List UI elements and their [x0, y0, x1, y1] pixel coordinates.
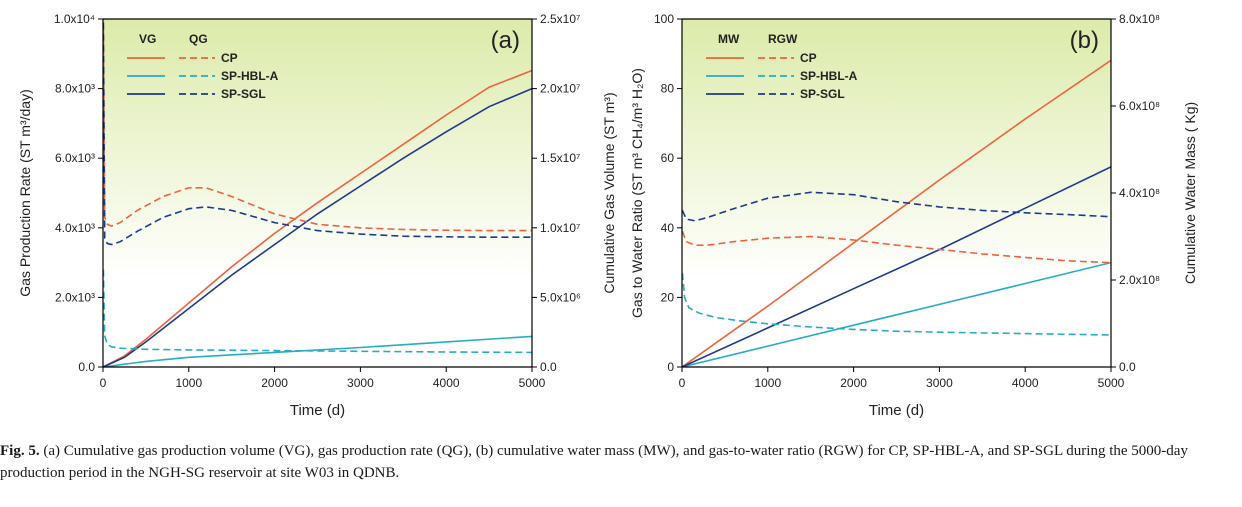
caption-text: (a) Cumulative gas production volume (VG… — [0, 443, 1188, 481]
series-qg-sp-hbl-a — [103, 269, 532, 354]
y-left-tick-label: 6.0x10³ — [55, 151, 95, 165]
y-left-tick-label: 8.0x10³ — [55, 82, 95, 96]
series-qg-cp — [103, 25, 532, 232]
y-left-tick-label: 40 — [661, 221, 675, 235]
y-right-axis-label: Cumulative Water Mass ( Kg) — [1182, 102, 1198, 284]
y-right-tick-label: 0.0 — [540, 360, 557, 374]
x-axis-label: Time (d) — [290, 402, 345, 419]
legend-entry-label: SP-HBL-A — [800, 69, 858, 83]
series-group — [682, 59, 1111, 367]
y-right-tick-label: 1.5x10⁷ — [540, 151, 580, 165]
legend-entry-label: CP — [800, 51, 817, 65]
series-rgw-sp-sgl — [682, 191, 1111, 222]
legend: VG QG CP SP-HBL-A SP-SGL — [127, 32, 279, 101]
y-left-tick-label: 80 — [661, 82, 675, 96]
series-rgw-sp-hbl-a — [682, 272, 1111, 336]
y-left-tick-label: 4.0x10³ — [55, 221, 95, 235]
y-right-tick-label: 8.0x10⁸ — [1119, 12, 1160, 26]
legend-entry-label: SP-SGL — [221, 87, 266, 101]
y-right-tick-label: 5.0x10⁶ — [540, 290, 581, 304]
y-left-tick-label: 60 — [661, 151, 675, 165]
x-tick-label: 4000 — [433, 376, 460, 390]
series-qg-sp-sgl — [103, 22, 532, 246]
y-left-axis-label: Gas Production Rate (ST m³/day) — [17, 89, 33, 296]
y-left-axis-label: Gas to Water Ratio (ST m³ CH₄/m³ H₂O) — [629, 68, 645, 318]
x-tick-label: 5000 — [1098, 376, 1125, 390]
x-axis-label: Time (d) — [869, 402, 924, 419]
y-left-tick-label: 20 — [661, 290, 675, 304]
legend-header-dashed: RGW — [768, 32, 798, 46]
x-tick-label: 1000 — [754, 376, 781, 390]
y-right-tick-label: 0.0 — [1119, 360, 1136, 374]
legend-entry-label: SP-HBL-A — [221, 69, 279, 83]
series-rgw-cp — [682, 231, 1111, 264]
series-mw-cp — [682, 59, 1111, 367]
plot-background — [682, 19, 1111, 367]
x-tick-label: 2000 — [261, 376, 288, 390]
legend-header-solid: VG — [139, 32, 156, 46]
y-right-tick-label: 4.0x10⁸ — [1119, 186, 1160, 200]
legend-header-solid: MW — [718, 32, 740, 46]
y-left-tick-label: 0 — [667, 360, 674, 374]
panel-b: 0 1000 2000 3000 4000 5000 Time (d) 0 20 40 60 80 10… — [629, 12, 1198, 419]
legend-entry-label: CP — [221, 51, 238, 65]
series-vg-sp-sgl — [103, 87, 532, 367]
y-right-tick-label: 2.0x10⁷ — [540, 82, 580, 96]
legend-header-dashed: QG — [189, 32, 208, 46]
x-tick-label: 3000 — [926, 376, 953, 390]
x-tick-label: 4000 — [1012, 376, 1039, 390]
y-left-tick-label: 1.0x10⁴ — [54, 12, 95, 26]
y-right-axis-label: Cumulative Gas Volume (ST m³) — [601, 92, 617, 293]
figure-caption: Fig. 5. (a) Cumulative gas production vo… — [0, 440, 1238, 484]
y-right-tick-label: 1.0x10⁷ — [540, 221, 580, 235]
y-right-tick-label: 2.0x10⁸ — [1119, 273, 1160, 287]
series-vg-cp — [103, 69, 532, 367]
series-vg-sp-hbl-a — [103, 335, 532, 367]
x-tick-label: 0 — [679, 376, 686, 390]
panel-a: 0 1000 2000 3000 4000 5000 Time (d) 0.0 2.0x10³ 4… — [17, 12, 617, 419]
series-group — [103, 22, 532, 367]
caption-label: Fig. 5. — [0, 443, 40, 459]
y-left-tick-label: 2.0x10³ — [55, 290, 95, 304]
x-tick-label: 5000 — [519, 376, 546, 390]
y-right-tick-label: 2.5x10⁷ — [540, 12, 580, 26]
legend-entry-label: SP-SGL — [800, 87, 845, 101]
plot-background — [103, 19, 532, 367]
y-right-tick-label: 6.0x10⁸ — [1119, 99, 1160, 113]
x-tick-label: 3000 — [347, 376, 374, 390]
y-left-tick-label: 100 — [654, 12, 674, 26]
x-tick-label: 1000 — [175, 376, 202, 390]
y-left-tick-label: 0.0 — [78, 360, 95, 374]
series-mw-sp-hbl-a — [682, 261, 1111, 367]
panel-label: (b) — [1070, 27, 1099, 54]
x-tick-label: 0 — [100, 376, 107, 390]
panel-label: (a) — [491, 27, 520, 54]
series-mw-sp-sgl — [682, 166, 1111, 367]
x-tick-label: 2000 — [840, 376, 867, 390]
